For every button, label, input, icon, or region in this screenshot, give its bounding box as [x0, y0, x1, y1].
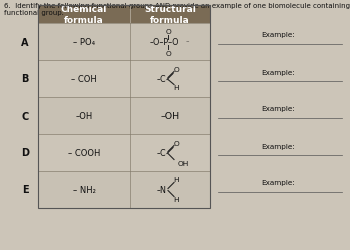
Text: A: A — [21, 37, 29, 47]
Bar — [38, 61, 210, 98]
Text: H: H — [173, 197, 179, 203]
Text: – COH: – COH — [71, 75, 97, 84]
Text: – COOH: – COOH — [68, 148, 100, 157]
Bar — [38, 98, 210, 134]
Text: Example:: Example: — [261, 106, 295, 112]
Text: –OH: –OH — [75, 112, 93, 120]
Text: H: H — [173, 177, 179, 183]
Text: Chemical
formula: Chemical formula — [61, 5, 107, 24]
Text: – PO₄: – PO₄ — [73, 38, 95, 47]
Text: ⁻: ⁻ — [186, 40, 189, 46]
Text: –O–P–O: –O–P–O — [150, 38, 180, 47]
Text: –C: –C — [157, 75, 167, 84]
Bar — [38, 134, 210, 171]
Text: C: C — [21, 111, 29, 121]
Text: –C: –C — [157, 148, 167, 157]
Text: –N: –N — [157, 185, 167, 194]
Text: Example:: Example: — [261, 32, 295, 38]
Text: OH: OH — [178, 160, 189, 166]
Text: Example:: Example: — [261, 180, 295, 186]
Text: B: B — [21, 74, 29, 84]
Bar — [38, 24, 210, 61]
Bar — [38, 171, 210, 208]
Text: O: O — [173, 140, 179, 146]
Text: Example:: Example: — [261, 69, 295, 75]
Text: functional group.: functional group. — [4, 10, 64, 16]
Text: Structural
formula: Structural formula — [144, 5, 196, 24]
Text: E: E — [22, 185, 28, 195]
Bar — [38, 6, 210, 24]
Text: –OH: –OH — [160, 112, 180, 120]
Bar — [38, 6, 210, 208]
Text: O: O — [165, 28, 171, 34]
Text: H: H — [173, 85, 179, 91]
Text: D: D — [21, 148, 29, 158]
Text: O: O — [173, 66, 179, 72]
Text: 6.  Identify the following functional groups AND provide an example of one biomo: 6. Identify the following functional gro… — [4, 3, 350, 9]
Text: O: O — [165, 50, 171, 56]
Text: Example:: Example: — [261, 143, 295, 149]
Text: – NH₂: – NH₂ — [72, 185, 96, 194]
